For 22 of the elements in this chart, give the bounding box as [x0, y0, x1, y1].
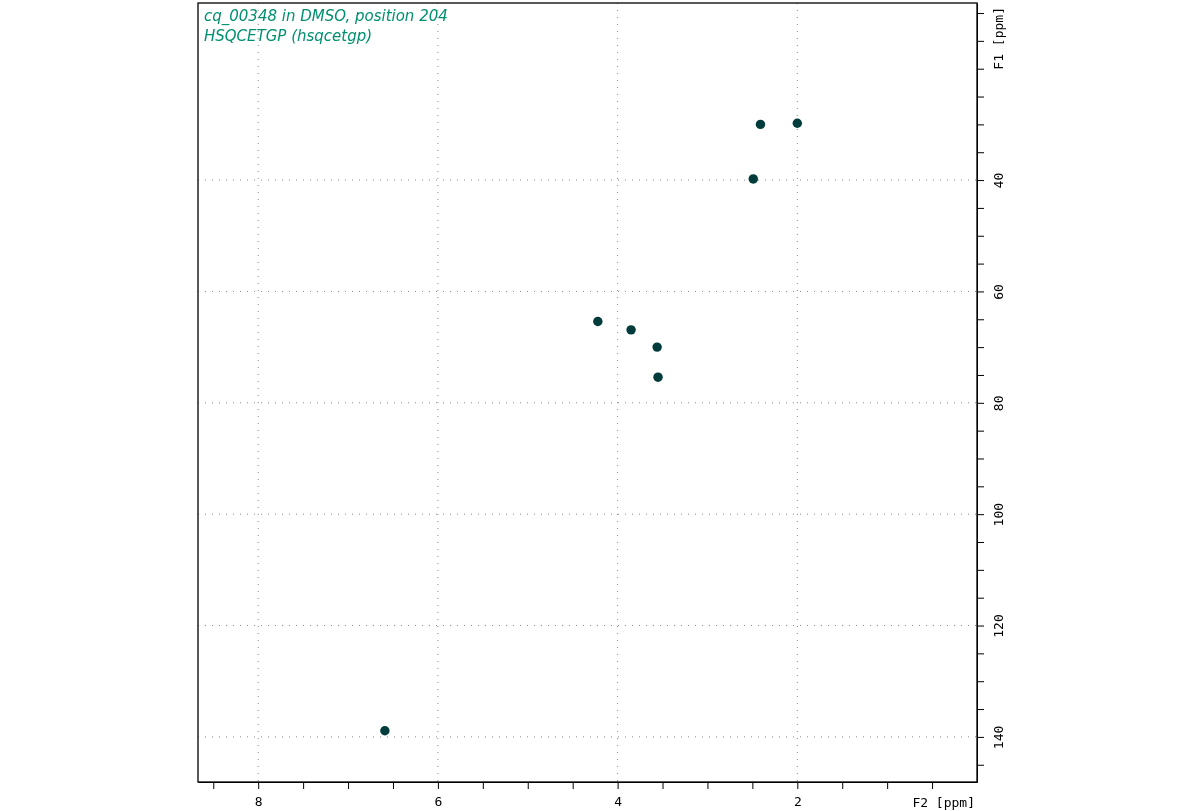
y-tick-label: 100	[990, 502, 1006, 527]
x-tick-label: 2	[793, 794, 802, 810]
x-axis-title: F2 [ppm]	[912, 795, 975, 810]
x-tick-label: 4	[614, 794, 623, 810]
y-tick-label: 80	[990, 395, 1006, 412]
x-tick-label: 8	[254, 794, 263, 810]
point	[653, 372, 663, 382]
point	[792, 118, 803, 128]
y-axis-title: F1 [ppm]	[990, 7, 1006, 70]
point	[593, 316, 603, 327]
text: HSQCETGP (hsqcetgp)	[204, 27, 373, 45]
chart-title: cq_00348 in DMSO, position 204	[204, 7, 448, 26]
y-tick-label: 120	[990, 614, 1006, 638]
y-tick-label: 140	[990, 725, 1006, 750]
y-tick-label: 40	[990, 172, 1006, 189]
x-tick-label: 6	[434, 794, 443, 810]
point	[748, 174, 758, 184]
point	[652, 342, 662, 352]
point	[755, 119, 766, 130]
y-tick-label: 60	[990, 284, 1006, 300]
point	[626, 325, 636, 335]
point	[380, 726, 390, 736]
